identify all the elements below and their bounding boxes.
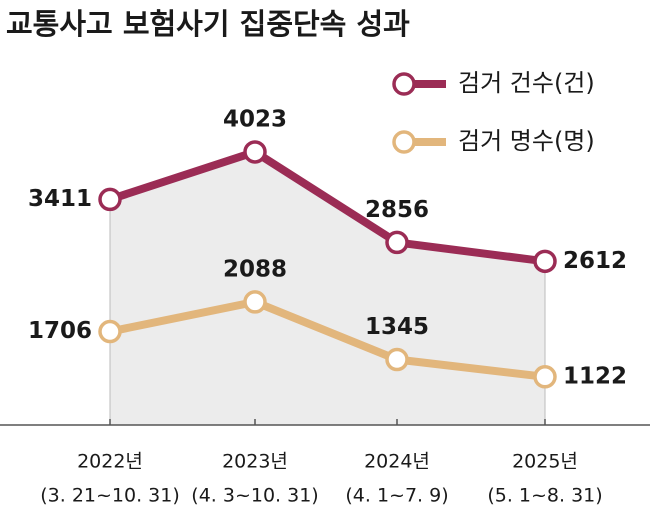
data-label: 3411 bbox=[28, 186, 92, 212]
data-point bbox=[533, 365, 557, 389]
series-line bbox=[108, 147, 546, 266]
chart-title: 교통사고 보험사기 집중단속 성과 bbox=[6, 7, 410, 41]
x-tick-label: 2025년 bbox=[512, 451, 578, 473]
data-point bbox=[243, 290, 267, 314]
data-label: 4023 bbox=[223, 106, 287, 132]
legend-marker bbox=[392, 130, 416, 154]
legend-label: 검거 명수(명) bbox=[458, 127, 595, 155]
data-point bbox=[98, 187, 122, 212]
x-tick-label: (5. 1~8. 31) bbox=[487, 485, 602, 507]
data-label: 2088 bbox=[223, 256, 287, 282]
data-point bbox=[243, 140, 267, 164]
series-line bbox=[109, 297, 546, 381]
legend-marker bbox=[392, 72, 416, 96]
data-label: 1706 bbox=[28, 318, 92, 344]
data-label: 2612 bbox=[563, 248, 627, 274]
data-point bbox=[98, 319, 122, 344]
legend-label: 검거 건수(건) bbox=[458, 69, 595, 97]
x-tick-label: 2022년 bbox=[77, 451, 143, 473]
data-point bbox=[385, 347, 409, 372]
x-tick-label: 2023년 bbox=[222, 451, 288, 473]
data-point bbox=[385, 230, 409, 255]
x-tick-label: (4. 1~7. 9) bbox=[345, 485, 448, 507]
x-tick-label: (3. 21~10. 31) bbox=[40, 485, 180, 507]
data-label: 2856 bbox=[365, 197, 429, 223]
data-label: 1122 bbox=[563, 363, 627, 389]
area-shade bbox=[110, 151, 545, 425]
data-point bbox=[533, 249, 557, 274]
x-tick-label: 2024년 bbox=[364, 451, 430, 473]
data-label: 1345 bbox=[365, 314, 429, 340]
x-tick-label: (4. 3~10. 31) bbox=[191, 485, 318, 507]
